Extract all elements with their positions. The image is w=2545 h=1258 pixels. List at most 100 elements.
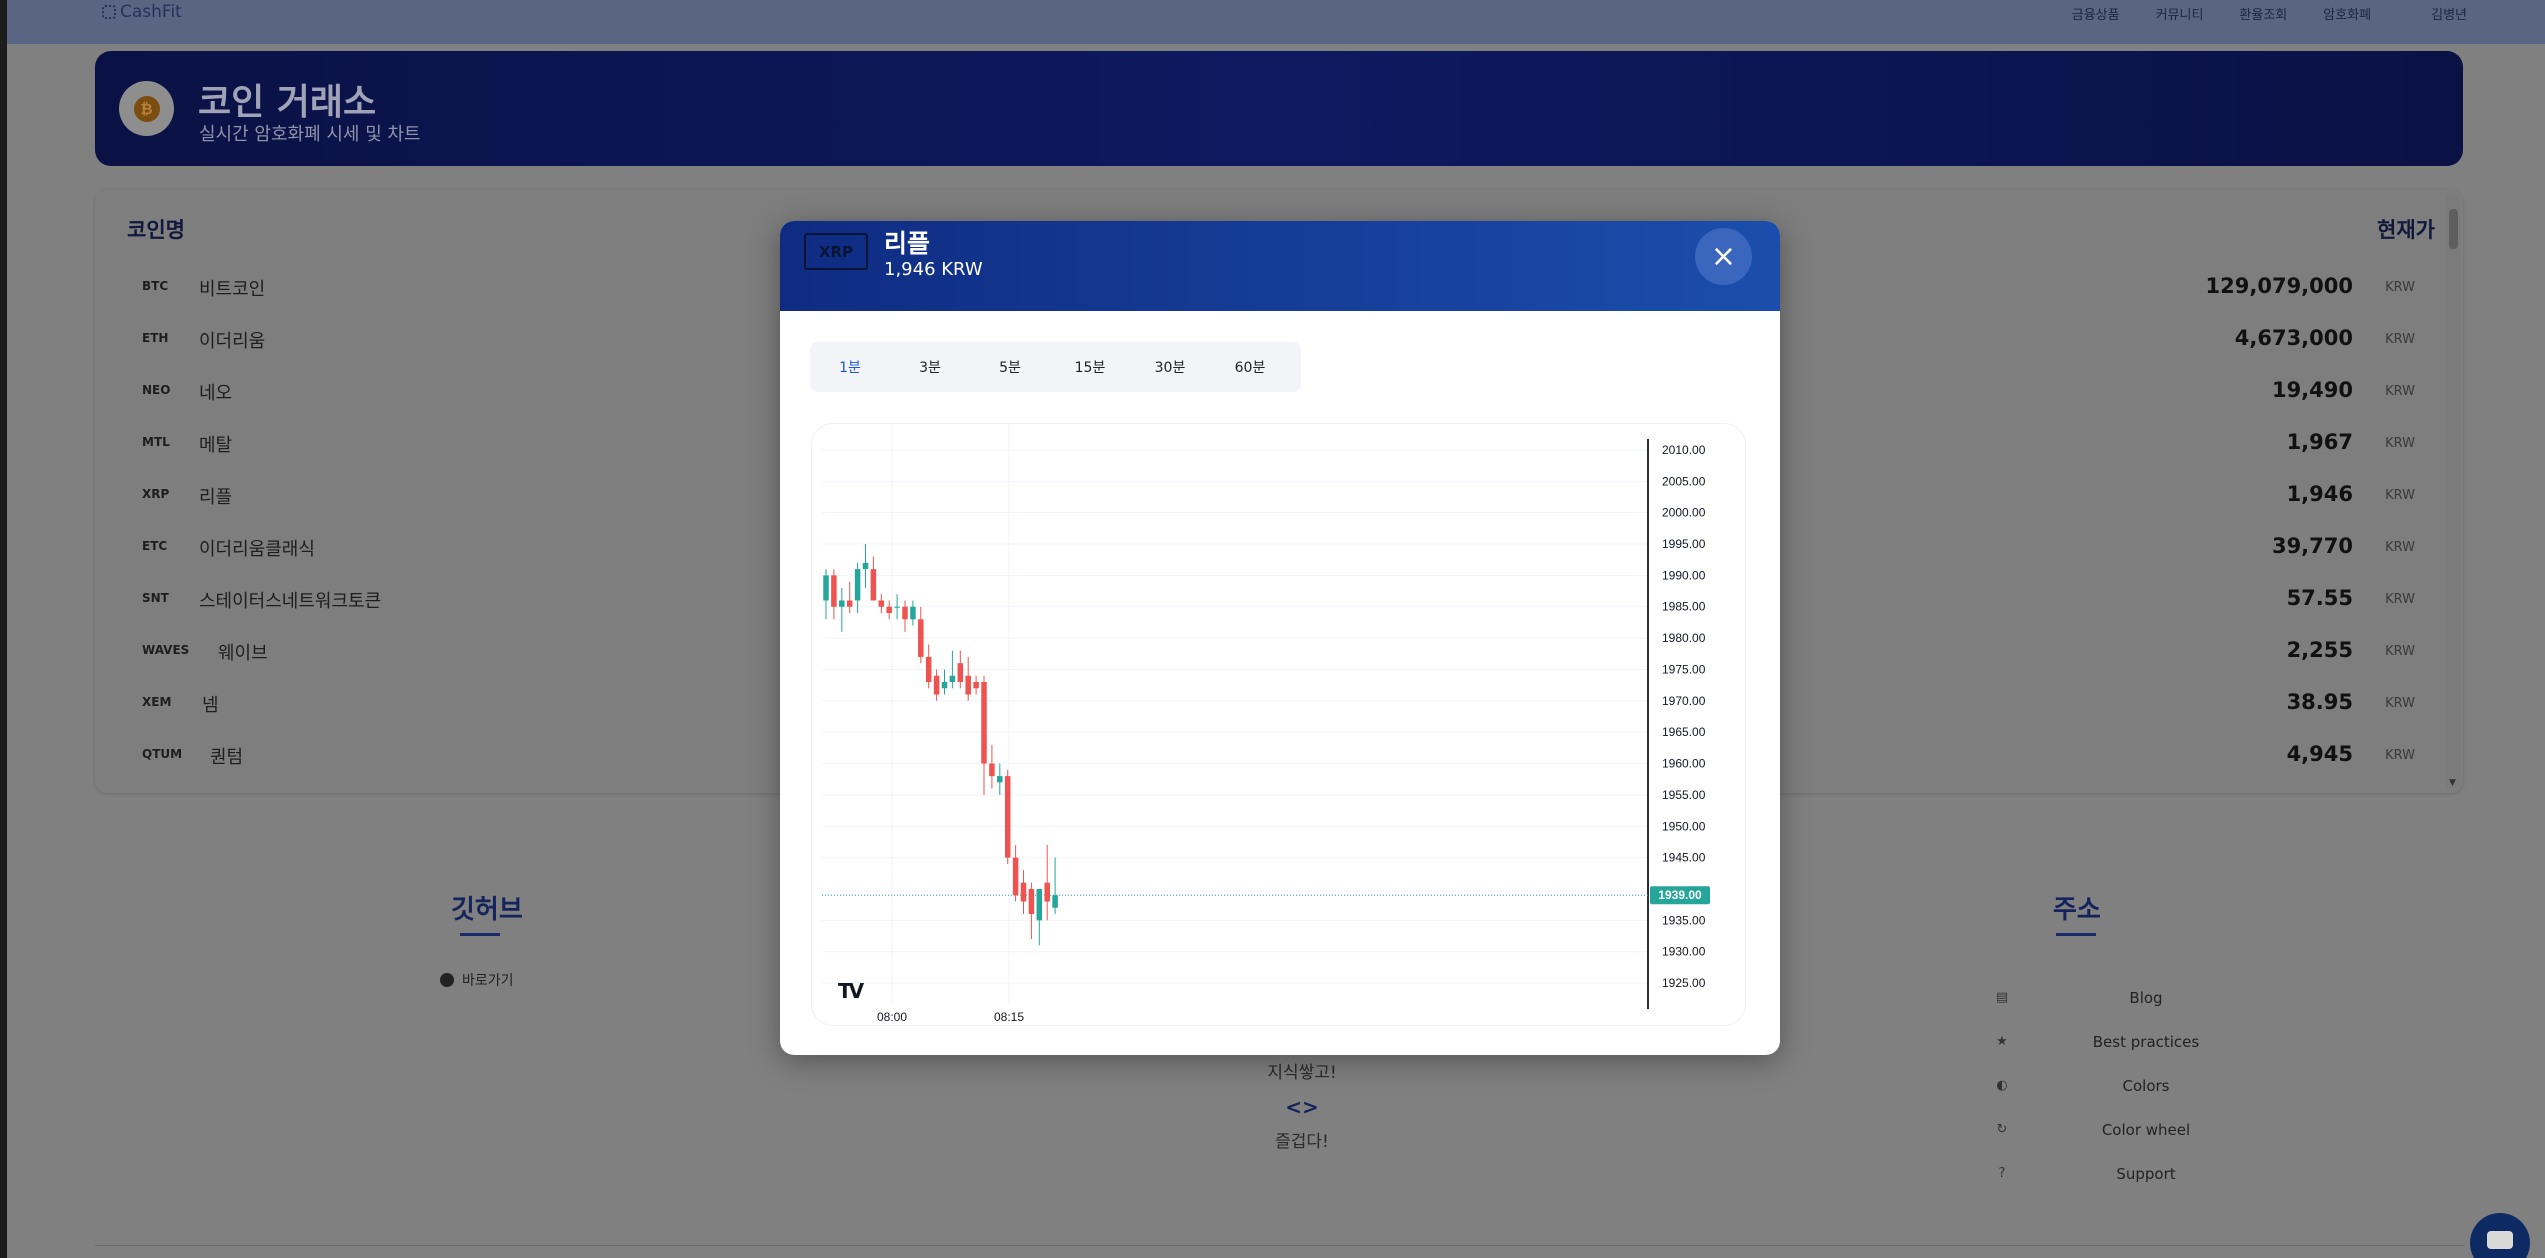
table-row[interactable]: SNT 스테이터스네트워크토큰 57.55 KRW	[95, 573, 2463, 625]
candle-body	[957, 663, 964, 683]
footer-link-blog[interactable]: ▤ Blog	[1994, 976, 2221, 1020]
interval-tab-30m[interactable]: 30분	[1154, 360, 1186, 376]
price-unit: KRW	[2385, 540, 2415, 555]
coin-price: 1,967	[2286, 430, 2353, 454]
nav-user-name[interactable]: 김병년	[2431, 8, 2467, 23]
y-tick-label: 1965.00	[1662, 725, 1706, 739]
coin-price: 1,946	[2286, 482, 2353, 506]
table-row[interactable]: ETH 이더리움 4,673,000 KRW	[95, 313, 2463, 365]
candle-body	[973, 682, 979, 689]
interval-tab-1m[interactable]: 1분	[839, 360, 861, 376]
bitcoin-icon: ₿	[119, 81, 174, 136]
coin-chart-modal: XRP 리플 1,946 KRW × 1분 3분 5분 15분 30분 60분 …	[780, 221, 1780, 1055]
candle-body	[878, 600, 885, 607]
scroll-down-arrow-icon[interactable]: ▼	[2449, 778, 2456, 788]
candle-body	[981, 682, 987, 764]
table-row[interactable]: QTUM 퀀텀 4,945 KRW	[95, 729, 2463, 781]
y-tick-label: 1980.00	[1662, 631, 1706, 645]
table-row[interactable]: ETC 이더리움클래식 39,770 KRW	[95, 521, 2463, 573]
y-tick-label: 1970.00	[1662, 694, 1706, 708]
candle-body	[918, 619, 924, 657]
page-subtitle: 실시간 암호화폐 시세 및 차트	[199, 124, 421, 145]
price-chart[interactable]: 2010.00 2005.00 2000.00 1995.00 1990.00 1985.…	[811, 423, 1746, 1026]
table-row[interactable]: XEM 넴 38.95 KRW	[95, 677, 2463, 729]
y-tick-label: 2010.00	[1662, 443, 1706, 457]
bitcoin-symbol: ₿	[133, 95, 160, 122]
candle-body	[910, 606, 916, 620]
candle-body	[965, 675, 971, 695]
brand-logo[interactable]: CashFit	[102, 2, 182, 22]
table-row[interactable]: XRP 리플 1,946 KRW	[95, 469, 2463, 521]
table-row[interactable]: NEO 네오 19,490 KRW	[95, 365, 2463, 417]
footer-link-label: Blog	[2129, 989, 2163, 1007]
close-button[interactable]: ×	[1695, 228, 1752, 285]
coin-symbol-badge: XRP	[804, 233, 868, 270]
candlestick-chart[interactable]: 2010.00 2005.00 2000.00 1995.00 1990.00 1985.…	[812, 424, 1746, 1026]
coin-symbol: BTC	[142, 279, 169, 293]
footer-divider	[95, 1245, 2465, 1246]
star-icon: ★	[1996, 1034, 2008, 1049]
coin-name: 메탈	[199, 435, 233, 456]
footer-link-best-practices[interactable]: ★ Best practices	[1994, 1020, 2221, 1064]
table-row[interactable]: BTC 비트코인 129,079,000 KRW	[95, 261, 2463, 313]
candle-body	[1028, 888, 1035, 915]
price-unit: KRW	[2385, 384, 2415, 399]
footer-link-label: Support	[2116, 1165, 2176, 1183]
footer-link-label: Colors	[2122, 1077, 2170, 1095]
footer-title-underline	[2056, 933, 2096, 936]
candle-body	[839, 600, 845, 607]
modal-header: XRP 리플 1,946 KRW ×	[780, 221, 1780, 311]
footer-address-title: 주소	[2053, 895, 2101, 925]
coin-symbol: XRP	[142, 487, 170, 501]
table-row[interactable]: WAVES 웨이브 2,255 KRW	[95, 625, 2463, 677]
price-unit: KRW	[2385, 644, 2415, 659]
chat-button[interactable]	[2470, 1213, 2530, 1258]
coin-name: 스테이터스네트워크토큰	[199, 591, 382, 612]
footer-slogan: 지식쌓고! <> 즐겁다!	[1242, 1058, 1362, 1152]
footer-link-support[interactable]: ? Support	[1994, 1152, 2221, 1196]
coin-price: 38.95	[2286, 690, 2353, 714]
nav-item-exchange-rate[interactable]: 환율조회	[2239, 8, 2288, 23]
tradingview-logo-icon: TV	[838, 979, 864, 1003]
candle-body	[886, 606, 892, 614]
nav-item-financial-products[interactable]: 금융상품	[2071, 8, 2120, 23]
price-unit: KRW	[2385, 332, 2415, 347]
bookmark-icon: ▤	[1995, 990, 2009, 1005]
coin-price: 4,945	[2286, 742, 2353, 766]
chat-icon	[2487, 1231, 2513, 1249]
interval-tab-15m[interactable]: 15분	[1074, 360, 1106, 376]
footer-github-title: 깃허브	[451, 895, 523, 925]
nav-item-crypto[interactable]: 암호화폐	[2323, 8, 2372, 23]
y-tick-label: 1935.00	[1662, 913, 1706, 927]
footer-link-label: Color wheel	[2101, 1121, 2191, 1139]
github-link[interactable]: 바로가기	[440, 970, 514, 990]
scrollbar-thumb[interactable]	[2449, 209, 2458, 249]
coin-name: 리플	[199, 487, 233, 508]
interval-tab-3m[interactable]: 3분	[919, 360, 941, 376]
candle-body	[831, 575, 837, 607]
footer-link-color-wheel[interactable]: ↻ Color wheel	[1994, 1108, 2221, 1152]
nav-item-community[interactable]: 커뮤니티	[2155, 8, 2204, 23]
candle-body	[854, 569, 861, 601]
coin-name: 이더리움클래식	[199, 539, 315, 560]
coin-symbol: NEO	[142, 383, 171, 397]
price-unit: KRW	[2385, 280, 2415, 295]
candle-body	[925, 656, 932, 683]
last-price-label: 1939.00	[1658, 888, 1702, 902]
candle-body	[1036, 888, 1043, 921]
last-price-badge	[1650, 886, 1710, 905]
table-row[interactable]: MTL 메탈 1,967 KRW	[95, 417, 2463, 469]
github-link-label: 바로가기	[462, 973, 514, 989]
code-icon: <>	[1285, 1095, 1319, 1119]
coin-price: 129,079,000	[2205, 274, 2353, 298]
interval-tab-60m[interactable]: 60분	[1234, 360, 1266, 376]
interval-tab-5m[interactable]: 5분	[999, 360, 1021, 376]
coin-name: 비트코인	[199, 279, 266, 300]
candle-body	[941, 682, 948, 689]
table-scrollbar[interactable]: ▼	[2446, 195, 2460, 788]
candle-body	[1020, 882, 1027, 902]
interval-tabs: 1분 3분 5분 15분 30분 60분	[810, 342, 1301, 392]
candle-body	[862, 562, 869, 570]
coin-price: 4,673,000	[2234, 326, 2353, 350]
footer-link-colors[interactable]: ◐ Colors	[1994, 1064, 2221, 1108]
